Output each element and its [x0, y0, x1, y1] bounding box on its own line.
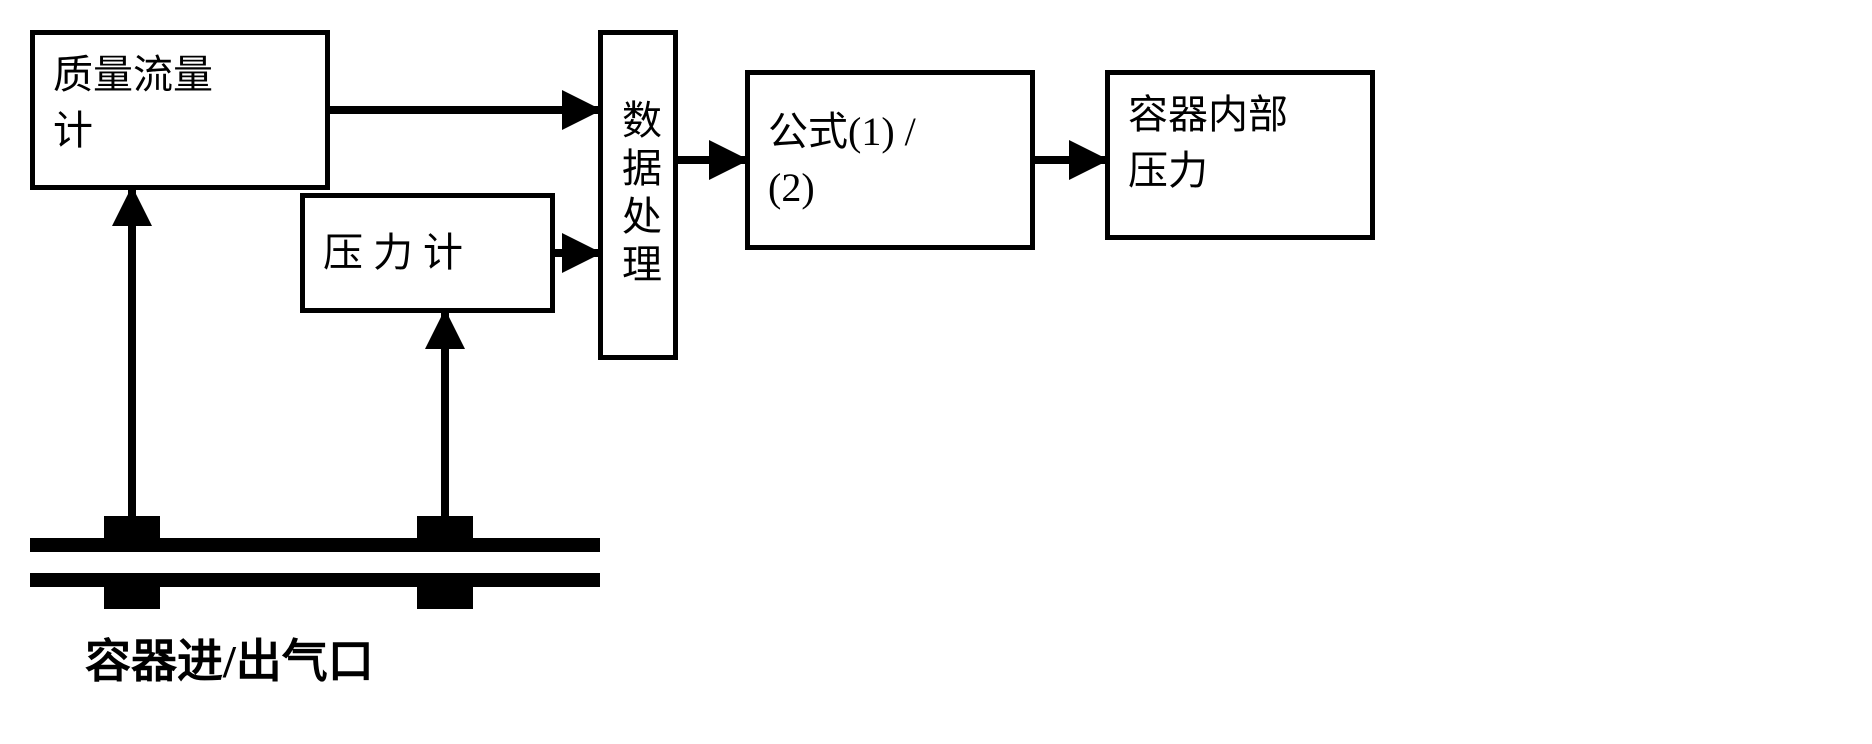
node-data-processing: 数据处理: [598, 30, 678, 360]
node-mass-flow-meter: 质量流量 计: [30, 30, 330, 190]
node-label: 数据处理: [609, 99, 667, 291]
pipe-sensor-top-2: [417, 516, 473, 538]
pipe-sensor-top-1: [104, 516, 160, 538]
node-label: 公式(1) / (2): [768, 104, 916, 216]
node-formula: 公式(1) / (2): [745, 70, 1035, 250]
node-label: 质量流量 计: [53, 47, 213, 159]
pipe-sensor-bottom-2: [417, 587, 473, 609]
caption-text: 容器进/出气口: [85, 636, 374, 687]
node-vessel-pressure: 容器内部 压力: [1105, 70, 1375, 240]
pipe-sensor-bottom-1: [104, 587, 160, 609]
node-label: 压 力 计: [323, 225, 463, 281]
node-pressure-gauge: 压 力 计: [300, 193, 555, 313]
node-label: 容器内部 压力: [1128, 87, 1288, 199]
pipe-caption: 容器进/出气口: [85, 625, 374, 691]
